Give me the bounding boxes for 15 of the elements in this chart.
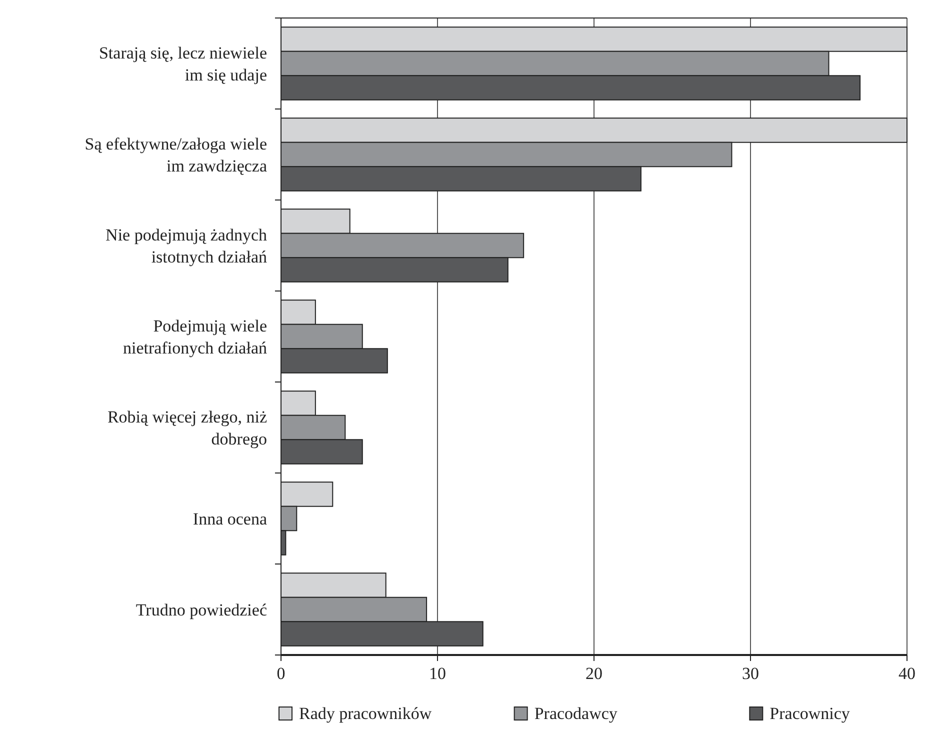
legend-label: Rady pracowników [299,704,432,723]
y-tick-label: Starają się, lecz niewiele im się udaje [98,44,267,84]
x-tick-label: 30 [742,664,759,683]
y-tick-label: Podejmują wiele nietrafionych działań [123,316,268,358]
x-tick-label: 20 [586,664,602,683]
legend-label: Pracownicy [770,704,850,723]
legend-label: Pracodawcy [534,704,618,723]
y-tick-label: Inna ocena [192,510,268,528]
y-tick-label: Robią więcej złego, niż dobrego [107,408,268,448]
y-tick-label: Nie podejmują żadnych istotnych działań [106,226,268,266]
x-tick-label: 0 [276,664,286,683]
y-tick-label: Trudno powiedzieć [136,600,268,620]
y-tick-label: Są efektywne/załoga wiele im zawdzięcza [84,134,268,176]
x-tick-label: 10 [429,664,446,683]
x-tick-label: 40 [898,664,916,683]
